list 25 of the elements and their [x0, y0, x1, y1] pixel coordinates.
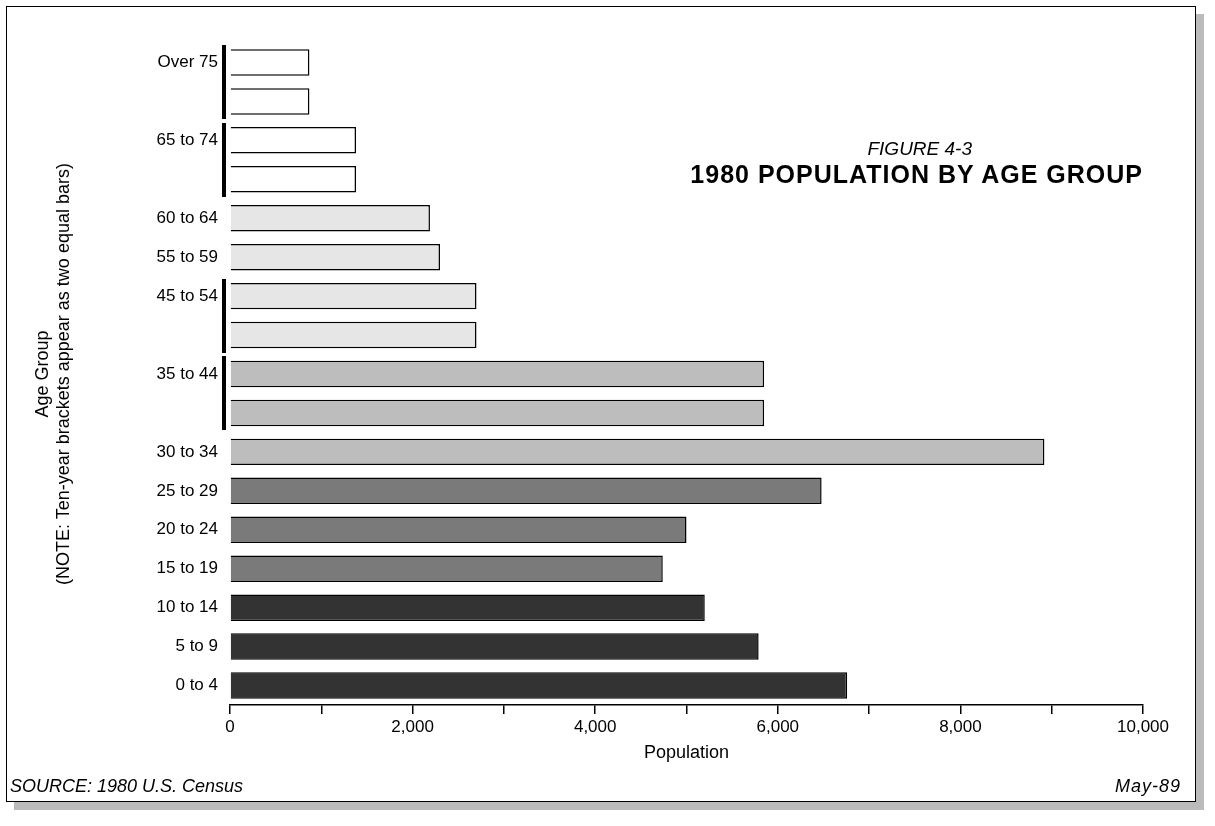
y-tick-label: 45 to 54	[156, 285, 218, 305]
y-tick-label: 5 to 9	[175, 636, 218, 656]
y-tick-label: 30 to 34	[156, 441, 218, 461]
y-tick-label: 15 to 19	[156, 558, 218, 578]
x-tick-label: 0	[225, 716, 235, 736]
y-tick-label: 10 to 14	[156, 597, 218, 617]
source-note: SOURCE: 1980 U.S. Census	[10, 776, 244, 797]
text: May-89	[1114, 776, 1181, 797]
x-tick-label: 2,000	[391, 716, 434, 736]
y-tick-label: 55 to 59	[156, 246, 218, 266]
x-axis-title: Population	[643, 742, 730, 763]
y-tick-label: Over 75	[157, 52, 218, 72]
y-tick-label: 20 to 24	[156, 519, 218, 539]
y-tick-label: 65 to 74	[156, 130, 218, 150]
x-tick-label: 6,000	[756, 716, 800, 736]
x-tick-label: 10,000	[1117, 716, 1169, 736]
text: 1980 POPULATION BY AGE GROUP	[690, 160, 1143, 189]
x-tick-label: 4,000	[573, 716, 617, 736]
y-tick-label: 0 to 4	[175, 675, 218, 695]
y-axis-title: Age Group (NOTE: Ten-year brackets appear as two equal bars)	[31, 163, 74, 585]
text: FIGURE 4-3	[867, 138, 972, 160]
x-tick-label: 8,000	[939, 716, 982, 736]
y-tick-label: 35 to 44	[156, 363, 218, 383]
y-tick-label: 60 to 64	[156, 207, 218, 227]
y-tick-label: 25 to 29	[156, 480, 218, 500]
